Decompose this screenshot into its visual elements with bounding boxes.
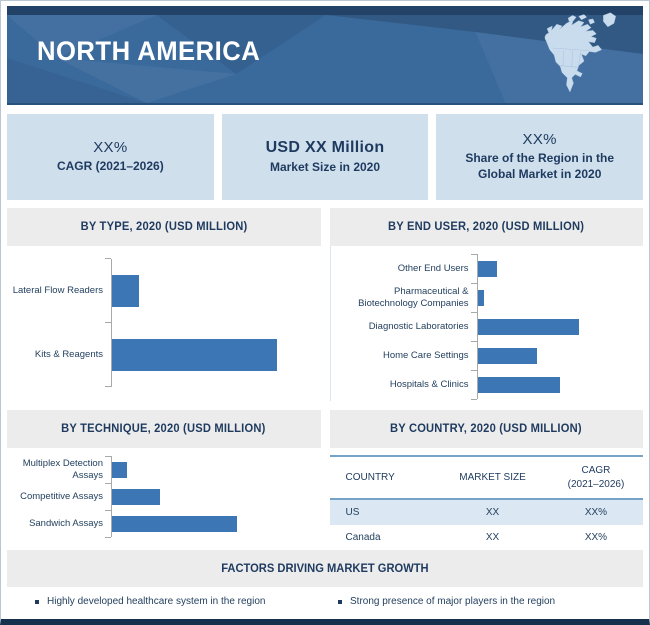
bar-category-label: Hospitals & Clinics bbox=[389, 378, 469, 390]
bar-category-label: Home Care Settings bbox=[382, 349, 469, 361]
stat-value: XX% bbox=[93, 139, 128, 157]
bar-track bbox=[470, 282, 634, 312]
bar bbox=[477, 318, 579, 335]
bar-track bbox=[105, 482, 311, 510]
north-america-map-icon bbox=[544, 12, 616, 93]
panels-grid: BY TYPE, 2020 (USD MILLION) Lateral Flow… bbox=[7, 208, 643, 541]
bar-row: Hospitals & Clinics bbox=[333, 369, 634, 400]
bar bbox=[477, 260, 497, 277]
market-size-cell: XX bbox=[485, 507, 500, 518]
panel-by-type-header: BY TYPE, 2020 (USD MILLION) bbox=[7, 208, 321, 246]
bar bbox=[477, 347, 537, 364]
bar-track bbox=[470, 311, 634, 341]
factor-item: Strong presence of major players in the … bbox=[338, 596, 631, 607]
bar bbox=[112, 488, 160, 505]
cagr-cell: XX% bbox=[584, 507, 608, 518]
bar-track bbox=[105, 509, 311, 538]
bar-category-label: Lateral Flow Readers bbox=[12, 284, 103, 296]
factors-panel: FACTORS DRIVING MARKET GROWTH Highly dev… bbox=[7, 550, 643, 614]
market-size-cell: XX bbox=[436, 525, 549, 541]
bar-row: Other End Users bbox=[333, 253, 634, 283]
by-end-user-bar-chart: Other End Users Pharmaceutical & Biotechn… bbox=[329, 246, 644, 401]
bar-track bbox=[470, 253, 634, 283]
country-table-header-row: COUNTRY MARKET SIZE CAGR (2021–2026) bbox=[329, 455, 643, 500]
bar bbox=[112, 338, 277, 371]
bar-row: Kits & Reagents bbox=[9, 322, 311, 387]
by-type-bar-chart: Lateral Flow Readers Kits & Reagents bbox=[7, 246, 321, 401]
panel-title: BY TYPE, 2020 (USD MILLION) bbox=[80, 221, 248, 233]
panel-title: BY COUNTRY, 2020 (USD MILLION) bbox=[390, 423, 583, 435]
stat-value: USD XX Million bbox=[265, 138, 385, 156]
bar-row: Pharmaceutical & Biotechnology Companies bbox=[333, 282, 634, 312]
panel-by-country-header: BY COUNTRY, 2020 (USD MILLION) bbox=[329, 410, 643, 448]
bar-category-label: Sandwich Assays bbox=[29, 517, 103, 529]
bar-track bbox=[105, 322, 311, 387]
region-banner: NORTH AMERICA bbox=[7, 6, 643, 105]
market-size-column-header: MARKET SIZE bbox=[436, 455, 549, 500]
bar-track bbox=[105, 455, 311, 483]
bar-category-label: Other End Users bbox=[397, 262, 469, 274]
bar-category-label: Kits & Reagents bbox=[34, 348, 103, 360]
factor-text: Highly developed healthcare system in th… bbox=[47, 596, 266, 607]
bar-row: Lateral Flow Readers bbox=[9, 258, 311, 323]
panel-by-end-user-header: BY END USER, 2020 (USD MILLION) bbox=[329, 208, 643, 246]
stat-label: Share of the Region in the Global Market… bbox=[465, 151, 615, 181]
bar-category-label: Multiplex Detection Assays bbox=[22, 457, 103, 481]
country-column-header: COUNTRY bbox=[329, 455, 437, 500]
country-table-row: Canada XX XX% bbox=[329, 525, 643, 541]
region-title: NORTH AMERICA bbox=[37, 36, 261, 66]
bar-category-label: Diagnostic Laboratories bbox=[368, 320, 469, 332]
stat-box-cagr: XX% CAGR (2021–2026) bbox=[7, 114, 214, 200]
stat-label: CAGR (2021–2026) bbox=[56, 159, 164, 174]
panel-by-end-user: BY END USER, 2020 (USD MILLION) Other En… bbox=[329, 208, 644, 401]
bar-track bbox=[470, 340, 634, 370]
panel-by-country: BY COUNTRY, 2020 (USD MILLION) COUNTRY M… bbox=[329, 410, 643, 541]
factors-list: Highly developed healthcare system in th… bbox=[7, 587, 643, 614]
stat-box-global-share: XX% Share of the Region in the Global Ma… bbox=[436, 114, 644, 200]
stats-row: XX% CAGR (2021–2026) USD XX Million Mark… bbox=[7, 114, 644, 200]
bar-track bbox=[105, 258, 311, 323]
panel-by-technique-header: BY TECHNIQUE, 2020 (USD MILLION) bbox=[7, 410, 321, 448]
by-technique-bar-chart: Multiplex Detection Assays Competitive As… bbox=[7, 448, 321, 541]
bar bbox=[477, 289, 484, 306]
country-table-row: US XX XX% bbox=[329, 499, 643, 525]
bar-row: Competitive Assays bbox=[9, 482, 311, 510]
country-cell: US bbox=[345, 507, 360, 518]
bar-row: Diagnostic Laboratories bbox=[333, 311, 634, 341]
country-cell: Canada bbox=[329, 525, 437, 541]
bullet-square-icon bbox=[35, 599, 39, 604]
bar-row: Multiplex Detection Assays bbox=[9, 455, 311, 483]
country-table: COUNTRY MARKET SIZE CAGR (2021–2026) US X… bbox=[329, 455, 643, 541]
cagr-column-header: CAGR (2021–2026) bbox=[548, 455, 643, 500]
factor-text: Strong presence of major players in the … bbox=[350, 596, 556, 607]
panel-title: BY TECHNIQUE, 2020 (USD MILLION) bbox=[61, 423, 266, 435]
bar-category-label: Competitive Assays bbox=[20, 490, 103, 502]
bar bbox=[477, 376, 560, 393]
stat-box-market-size: USD XX Million Market Size in 2020 bbox=[221, 114, 429, 200]
bar bbox=[112, 274, 139, 307]
panel-by-technique: BY TECHNIQUE, 2020 (USD MILLION) Multipl… bbox=[7, 410, 321, 541]
panel-by-type: BY TYPE, 2020 (USD MILLION) Lateral Flow… bbox=[7, 208, 321, 401]
bar-row: Sandwich Assays bbox=[9, 509, 311, 538]
panel-title: BY END USER, 2020 (USD MILLION) bbox=[388, 221, 585, 233]
bar bbox=[112, 515, 238, 532]
country-table-body: US XX XX% Canada XX XX% bbox=[329, 499, 643, 541]
bar-row: Home Care Settings bbox=[333, 340, 634, 370]
factors-header: FACTORS DRIVING MARKET GROWTH bbox=[7, 550, 643, 587]
bar-track bbox=[470, 369, 634, 400]
stat-label: Market Size in 2020 bbox=[269, 159, 381, 174]
factor-item: Highly developed healthcare system in th… bbox=[35, 596, 328, 607]
bullet-square-icon bbox=[338, 599, 342, 604]
stat-value: XX% bbox=[522, 131, 557, 149]
cagr-cell: XX% bbox=[548, 525, 643, 541]
bar bbox=[112, 461, 127, 478]
factors-title: FACTORS DRIVING MARKET GROWTH bbox=[221, 562, 429, 575]
bar-category-label: Pharmaceutical & Biotechnology Companies bbox=[358, 285, 469, 309]
